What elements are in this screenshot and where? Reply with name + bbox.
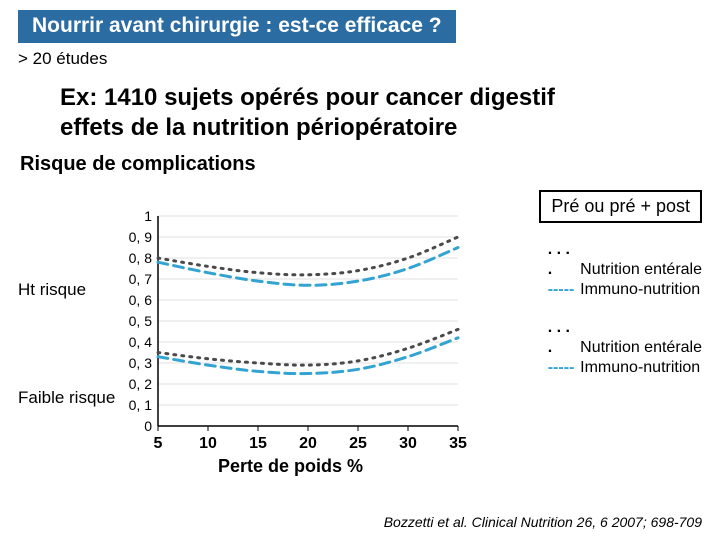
legend-box: Pré ou pré + post bbox=[539, 190, 702, 223]
x-tick-label: 35 bbox=[449, 435, 467, 452]
headline-line2: effets de la nutrition périopératoire bbox=[60, 114, 457, 141]
subtitle: > 20 études bbox=[18, 49, 702, 69]
section-label: Risque de complications bbox=[20, 153, 702, 176]
legend-top-immuno: Immuno-nutrition bbox=[580, 281, 700, 298]
headline: Ex: 1410 sujets opérés pour cancer diges… bbox=[60, 83, 702, 143]
legend-bot-immuno: Immuno-nutrition bbox=[580, 359, 700, 376]
y-tick-label: 0, 9 bbox=[129, 229, 153, 245]
x-tick-label: 15 bbox=[249, 435, 267, 452]
series-low-immuno bbox=[158, 338, 458, 374]
series-high-immuno bbox=[158, 248, 458, 286]
y-tick-label: 0, 4 bbox=[129, 334, 153, 350]
legend-dots-icon: . . . . bbox=[548, 318, 576, 358]
legend-group-top: . . . . Nutrition entérale ----- Immuno-… bbox=[548, 240, 702, 300]
x-tick-label: 30 bbox=[399, 435, 417, 452]
x-tick-label: 5 bbox=[154, 435, 163, 452]
citation: Bozzetti et al. Clinical Nutrition 26, 6… bbox=[384, 514, 702, 530]
y-tick-label: 0 bbox=[144, 418, 152, 434]
legend-dash-icon: ----- bbox=[548, 358, 576, 378]
y-tick-label: 0, 3 bbox=[129, 355, 153, 371]
series-high-enteral bbox=[158, 237, 458, 275]
chart-zone: Ht risque Faible risque Pré ou pré + pos… bbox=[18, 208, 702, 488]
legend-dots-icon: . . . . bbox=[548, 240, 576, 280]
y-tick-label: 0, 8 bbox=[129, 250, 153, 266]
legend-top-enteral: Nutrition entérale bbox=[580, 261, 702, 278]
y-tick-label: 1 bbox=[144, 208, 152, 224]
x-tick-label: 10 bbox=[199, 435, 217, 452]
x-tick-label: 25 bbox=[349, 435, 367, 452]
y-tick-label: 0, 6 bbox=[129, 292, 153, 308]
page-title: Nourrir avant chirurgie : est-ce efficac… bbox=[18, 10, 456, 43]
x-axis-title: Perte de poids % bbox=[218, 456, 363, 477]
y-tick-label: 0, 1 bbox=[129, 397, 153, 413]
legend-bot-enteral: Nutrition entérale bbox=[580, 339, 702, 356]
y-tick-label: 0, 2 bbox=[129, 376, 153, 392]
x-tick-label: 20 bbox=[299, 435, 317, 452]
legend-dash-icon: ----- bbox=[548, 280, 576, 300]
chart-svg: 1 0, 9 0, 8 0, 7 0, 6 0, 5 0, 4 0, 3 0, 2 0, 1 05 1… bbox=[18, 208, 498, 458]
headline-line1: Ex: 1410 sujets opérés pour cancer diges… bbox=[60, 84, 555, 111]
y-tick-label: 0, 5 bbox=[129, 313, 153, 329]
series-low-enteral bbox=[158, 329, 458, 365]
legend-group-bottom: . . . . Nutrition entérale ----- Immuno-… bbox=[548, 318, 702, 378]
y-tick-label: 0, 7 bbox=[129, 271, 153, 287]
